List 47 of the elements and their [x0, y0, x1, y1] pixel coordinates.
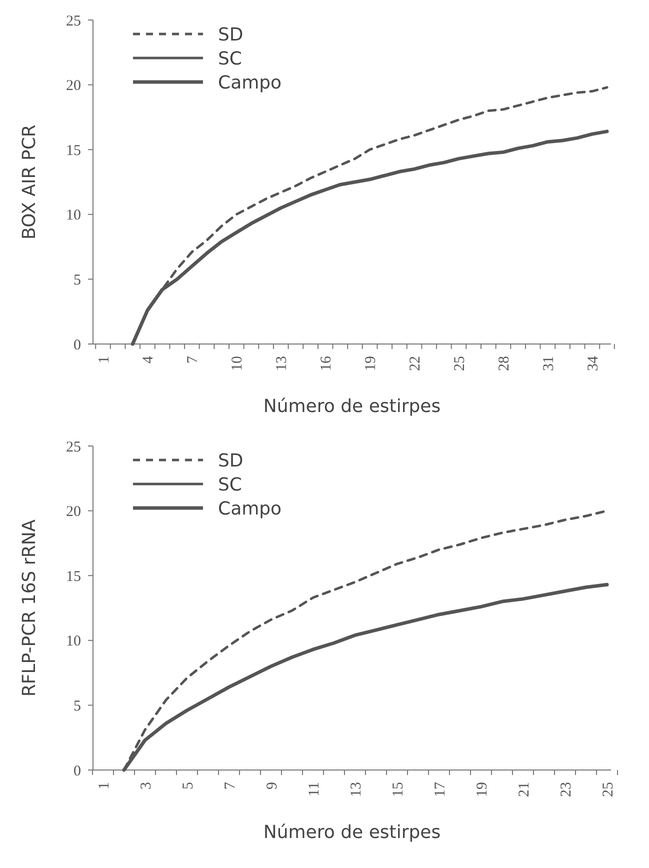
x-tick-label: 11: [306, 782, 322, 796]
y-tick-label: 25: [66, 439, 81, 456]
y-tick-label: 15: [66, 568, 81, 585]
legend-label: Campo: [218, 72, 282, 94]
x-tick-label: 13: [348, 782, 364, 797]
x-tick-label: 1: [96, 356, 112, 364]
x-axis-title: Número de estirpes: [263, 822, 441, 843]
x-tick-label: 34: [585, 356, 602, 371]
x-tick-label: 4: [140, 356, 157, 364]
x-tick-label: 1: [96, 782, 112, 790]
y-axis-title: BOX AIR PCR: [19, 124, 40, 240]
x-tick-label: 28: [496, 356, 512, 371]
x-tick-label: 7: [222, 782, 238, 790]
x-tick-label: 23: [558, 782, 574, 797]
y-tick-label: 5: [74, 698, 81, 714]
x-tick-label: 15: [390, 782, 406, 797]
x-tick-label: 17: [432, 782, 448, 797]
y-tick-label: 5: [74, 272, 81, 288]
y-tick-label: 20: [66, 78, 81, 94]
x-tick-label: 25: [600, 782, 616, 797]
y-tick-label: 15: [66, 142, 81, 159]
legend-label: SD: [218, 24, 244, 46]
x-tick-label: 19: [474, 782, 490, 797]
y-axis-title: RFLP-PCR 16S rRNA: [19, 518, 40, 697]
x-tick-label: 25: [452, 356, 468, 371]
x-tick-label: 10: [230, 356, 246, 371]
y-tick-label: 20: [66, 504, 81, 520]
x-tick-label: 7: [185, 356, 202, 364]
x-tick-label: 19: [363, 356, 380, 371]
legend-label: SD: [218, 450, 244, 472]
x-tick-label: 9: [264, 782, 280, 790]
x-tick-label: 13: [274, 356, 290, 371]
x-axis-title: Número de estirpes: [263, 396, 441, 417]
legend-label: SC: [218, 474, 242, 496]
y-tick-label: 10: [66, 208, 81, 224]
x-tick-label: 5: [180, 782, 196, 790]
x-tick-label: 21: [516, 782, 532, 797]
y-tick-label: 25: [66, 13, 81, 30]
x-tick-label: 22: [408, 356, 424, 371]
x-tick-label: 31: [540, 356, 557, 371]
y-tick-label: 0: [74, 337, 81, 354]
legend-label: SC: [218, 48, 242, 70]
x-tick-label: 3: [138, 782, 154, 790]
y-tick-label: 10: [66, 634, 81, 650]
x-tick-label: 16: [318, 356, 335, 371]
legend-label: Campo: [218, 498, 282, 520]
y-tick-label: 0: [74, 763, 81, 780]
